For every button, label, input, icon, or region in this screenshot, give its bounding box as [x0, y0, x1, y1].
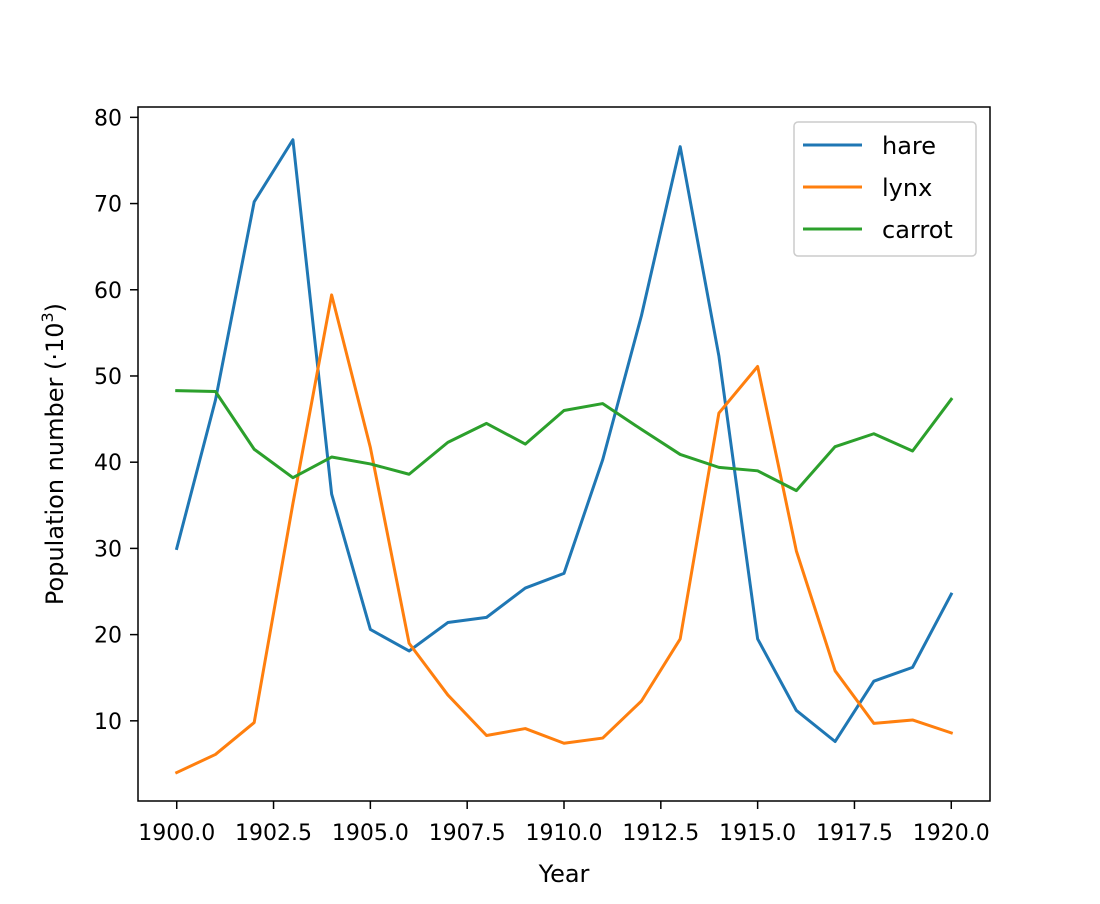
x-tick-label-0: 1900.0: [138, 821, 215, 846]
y-axis-label-suffix: ): [41, 303, 69, 312]
series-line-hare: [174, 138, 954, 744]
series-line-carrot: [175, 389, 954, 493]
y-tick-label-1: 20: [94, 624, 122, 649]
y-axis: 10 20 30 40 50 60 70 80: [94, 106, 138, 735]
x-tick-label-8: 1920.0: [913, 821, 990, 846]
x-tick-label-4: 1910.0: [526, 821, 603, 846]
x-tick-label-1: 1902.5: [235, 821, 312, 846]
y-axis-label: Population number (·103): [38, 303, 69, 605]
legend-label-carrot: carrot: [882, 216, 953, 244]
legend: hare lynx carrot: [793, 121, 977, 257]
x-tick-label-7: 1917.5: [816, 821, 893, 846]
x-tick-label-2: 1905.0: [332, 821, 409, 846]
x-tick-label-5: 1912.5: [622, 821, 699, 846]
y-tick-label-5: 60: [94, 279, 122, 304]
legend-label-hare: hare: [882, 132, 936, 160]
x-tick-label-3: 1907.5: [429, 821, 506, 846]
y-axis-label-superscript: 3: [38, 312, 57, 322]
y-tick-label-0: 10: [94, 710, 122, 735]
y-tick-label-2: 30: [94, 537, 122, 562]
y-tick-label-3: 40: [94, 451, 122, 476]
y-tick-label-4: 50: [94, 365, 122, 390]
x-axis-label: Year: [538, 860, 590, 888]
legend-label-lynx: lynx: [882, 174, 932, 202]
plot-lines: [174, 138, 954, 775]
y-axis-label-main: Population number (·10: [41, 323, 69, 606]
series-line-lynx: [174, 293, 954, 775]
y-tick-label-7: 80: [94, 106, 122, 131]
y-tick-label-6: 70: [94, 193, 122, 218]
x-axis: 1900.0 1902.5 1905.0 1907.5 1910.0 1912.5 1915…: [138, 801, 990, 846]
x-tick-label-6: 1915.0: [719, 821, 796, 846]
legend-box: [793, 121, 977, 257]
